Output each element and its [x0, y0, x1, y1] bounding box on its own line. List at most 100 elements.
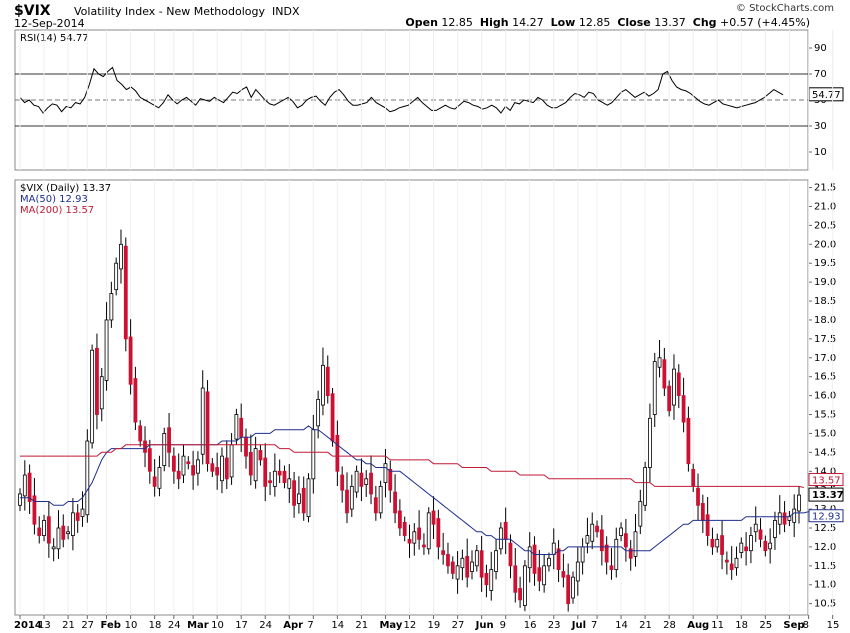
price-y-tick-label: 21.5 [814, 183, 836, 194]
candle-body [143, 440, 147, 453]
candle [119, 229, 123, 284]
candle [489, 551, 494, 601]
price-last-value: 13.37 [812, 490, 844, 501]
candle [171, 447, 176, 484]
x-tick-label: Feb [101, 620, 121, 631]
candle [330, 388, 335, 447]
candle-body [287, 478, 292, 489]
candle [397, 499, 402, 536]
candle [272, 453, 277, 497]
candle-body [56, 527, 61, 550]
candle-body [51, 546, 56, 550]
candle [61, 514, 66, 548]
candle [628, 540, 633, 571]
price-y-tick-label: 19.5 [814, 258, 836, 269]
candle [773, 511, 777, 550]
candle [599, 515, 604, 566]
candle-body [292, 480, 296, 506]
candle [66, 526, 70, 540]
candle-body [710, 538, 715, 548]
close-value: 13.37 [654, 16, 686, 29]
candle-body [537, 567, 542, 582]
candle-body [18, 493, 22, 506]
candle-body [628, 548, 633, 559]
ma50-last-value-box [808, 509, 844, 523]
candle-body [494, 550, 498, 572]
candle [37, 516, 42, 544]
price-y-tick-label: 20.0 [814, 239, 836, 250]
candle [479, 535, 484, 592]
candle [633, 514, 638, 567]
candle [287, 464, 292, 504]
candle-body [619, 527, 623, 536]
x-tick-label: 27 [81, 620, 94, 631]
candle [345, 472, 349, 524]
price-y-tick-label: 14.0 [814, 466, 836, 477]
candle [196, 451, 200, 486]
ma50-last-value: 12.93 [812, 512, 841, 523]
candle-body [532, 544, 537, 574]
candle [744, 532, 749, 566]
candle-body [450, 561, 455, 574]
candle [561, 553, 566, 588]
candle-body [643, 467, 648, 506]
candle [729, 546, 734, 580]
rsi-y-tick-label: 90 [814, 43, 827, 54]
candle [277, 459, 282, 483]
candle-body [99, 376, 104, 410]
candle [619, 522, 623, 542]
candle [426, 507, 431, 555]
candle-body [378, 485, 383, 514]
candle [378, 480, 383, 519]
candle-body [787, 516, 792, 521]
candle-body [465, 555, 470, 578]
candle [792, 494, 797, 538]
candle-body [575, 561, 580, 582]
candle-body [436, 518, 441, 548]
candle [556, 540, 561, 583]
candle [724, 551, 729, 575]
candle-body [147, 448, 152, 472]
price-y-tick-label: 16.0 [814, 391, 836, 402]
candle-body [42, 520, 46, 536]
candle [157, 455, 162, 497]
candle-body [662, 359, 667, 389]
candle [638, 489, 643, 535]
candle-body [369, 472, 373, 495]
candle-body [181, 455, 186, 476]
candle [248, 434, 253, 486]
candle-body [66, 531, 70, 535]
candle-body [792, 508, 797, 523]
candle [777, 495, 782, 535]
candle-body [263, 457, 268, 487]
x-tick-label: 7 [591, 620, 597, 631]
ma50-legend: MA(50) 12.93 [20, 194, 88, 205]
x-tick-label: 21 [639, 620, 652, 631]
candle-body [623, 533, 628, 548]
price-y-tick-label: 11.5 [814, 561, 836, 572]
price-y-tick-label: 21.0 [814, 201, 836, 212]
candle-body [27, 472, 32, 502]
x-tick-label: 21 [62, 620, 75, 631]
candle-body [441, 550, 446, 555]
candle-body [556, 548, 561, 571]
x-tick-label: 9 [500, 620, 506, 631]
candle-body [277, 470, 282, 476]
candle-body [470, 561, 474, 572]
x-tick-label: 21 [355, 620, 368, 631]
candle-body [210, 463, 215, 472]
candle [133, 366, 138, 431]
candle-body [426, 512, 431, 550]
candle-body [244, 436, 248, 457]
candle [393, 474, 397, 524]
candle-body [498, 527, 503, 550]
candle [373, 486, 378, 521]
candle-body [383, 463, 388, 484]
candle-body [484, 572, 489, 586]
candle-body [417, 527, 422, 540]
candle-body [402, 521, 407, 536]
candle-body [773, 520, 777, 538]
candle-body [758, 529, 763, 540]
candle [652, 352, 657, 428]
candle-body [585, 535, 590, 544]
